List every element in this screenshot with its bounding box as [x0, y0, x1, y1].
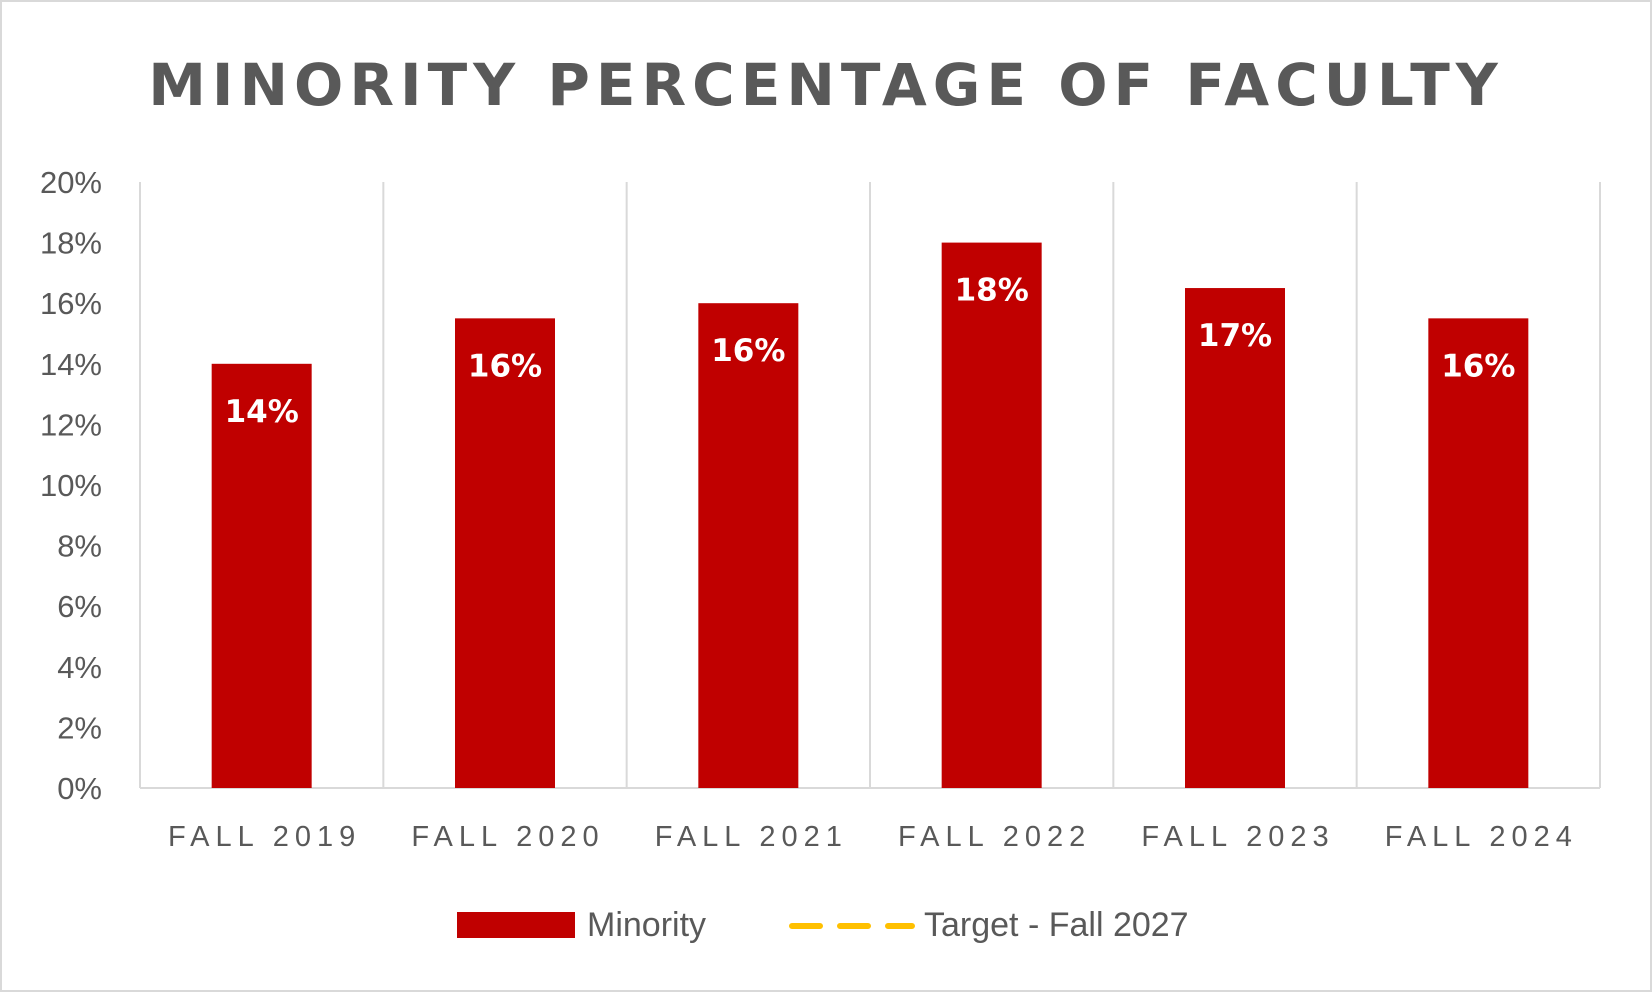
legend-label-target: Target - Fall 2027 — [924, 906, 1189, 944]
y-tick-label: 12% — [40, 407, 102, 442]
data-label: 18% — [955, 273, 1029, 309]
y-axis-ticks: 0% 2% 4% 6% 8% 10% 12% 14% 16% 18% 20% — [40, 165, 102, 806]
data-label: 14% — [225, 394, 299, 430]
x-tick-label: FALL 2022 — [898, 821, 1091, 853]
data-label: 16% — [1441, 348, 1515, 384]
y-tick-label: 16% — [40, 286, 102, 321]
legend-label-minority: Minority — [587, 906, 706, 944]
y-tick-label: 8% — [57, 529, 102, 564]
x-tick-label: FALL 2023 — [1141, 821, 1334, 853]
y-tick-label: 20% — [40, 165, 102, 200]
y-tick-label: 6% — [57, 589, 102, 624]
bar — [455, 318, 555, 788]
y-tick-label: 14% — [40, 347, 102, 382]
x-tick-label: FALL 2020 — [411, 821, 604, 853]
data-labels: 14% 16% 16% 18% 17% 16% — [225, 273, 1516, 430]
chart-title: MINORITY PERCENTAGE OF FACULTY — [148, 51, 1504, 119]
bar — [698, 303, 799, 788]
x-axis-ticks: FALL 2019 FALL 2020 FALL 2021 FALL 2022 FALL… — [168, 821, 1578, 853]
grid-layer — [139, 182, 1601, 789]
legend: Minority Target - Fall 2027 — [457, 906, 1189, 944]
y-tick-label: 18% — [40, 226, 102, 261]
x-tick-label: FALL 2021 — [655, 821, 848, 853]
bar — [941, 242, 1042, 789]
bar — [1428, 318, 1529, 788]
x-tick-label: FALL 2019 — [168, 821, 361, 853]
y-tick-label: 4% — [57, 650, 102, 685]
bar — [1185, 288, 1285, 788]
bar — [211, 363, 312, 788]
y-tick-label: 10% — [40, 468, 102, 503]
data-label: 16% — [468, 348, 542, 384]
legend-swatch-minority — [457, 912, 575, 938]
x-tick-label: FALL 2024 — [1385, 821, 1578, 853]
data-label: 17% — [1198, 318, 1272, 354]
y-tick-label: 2% — [57, 710, 102, 745]
bars — [211, 242, 1529, 789]
y-tick-label: 0% — [57, 771, 102, 806]
data-label: 16% — [711, 333, 785, 369]
